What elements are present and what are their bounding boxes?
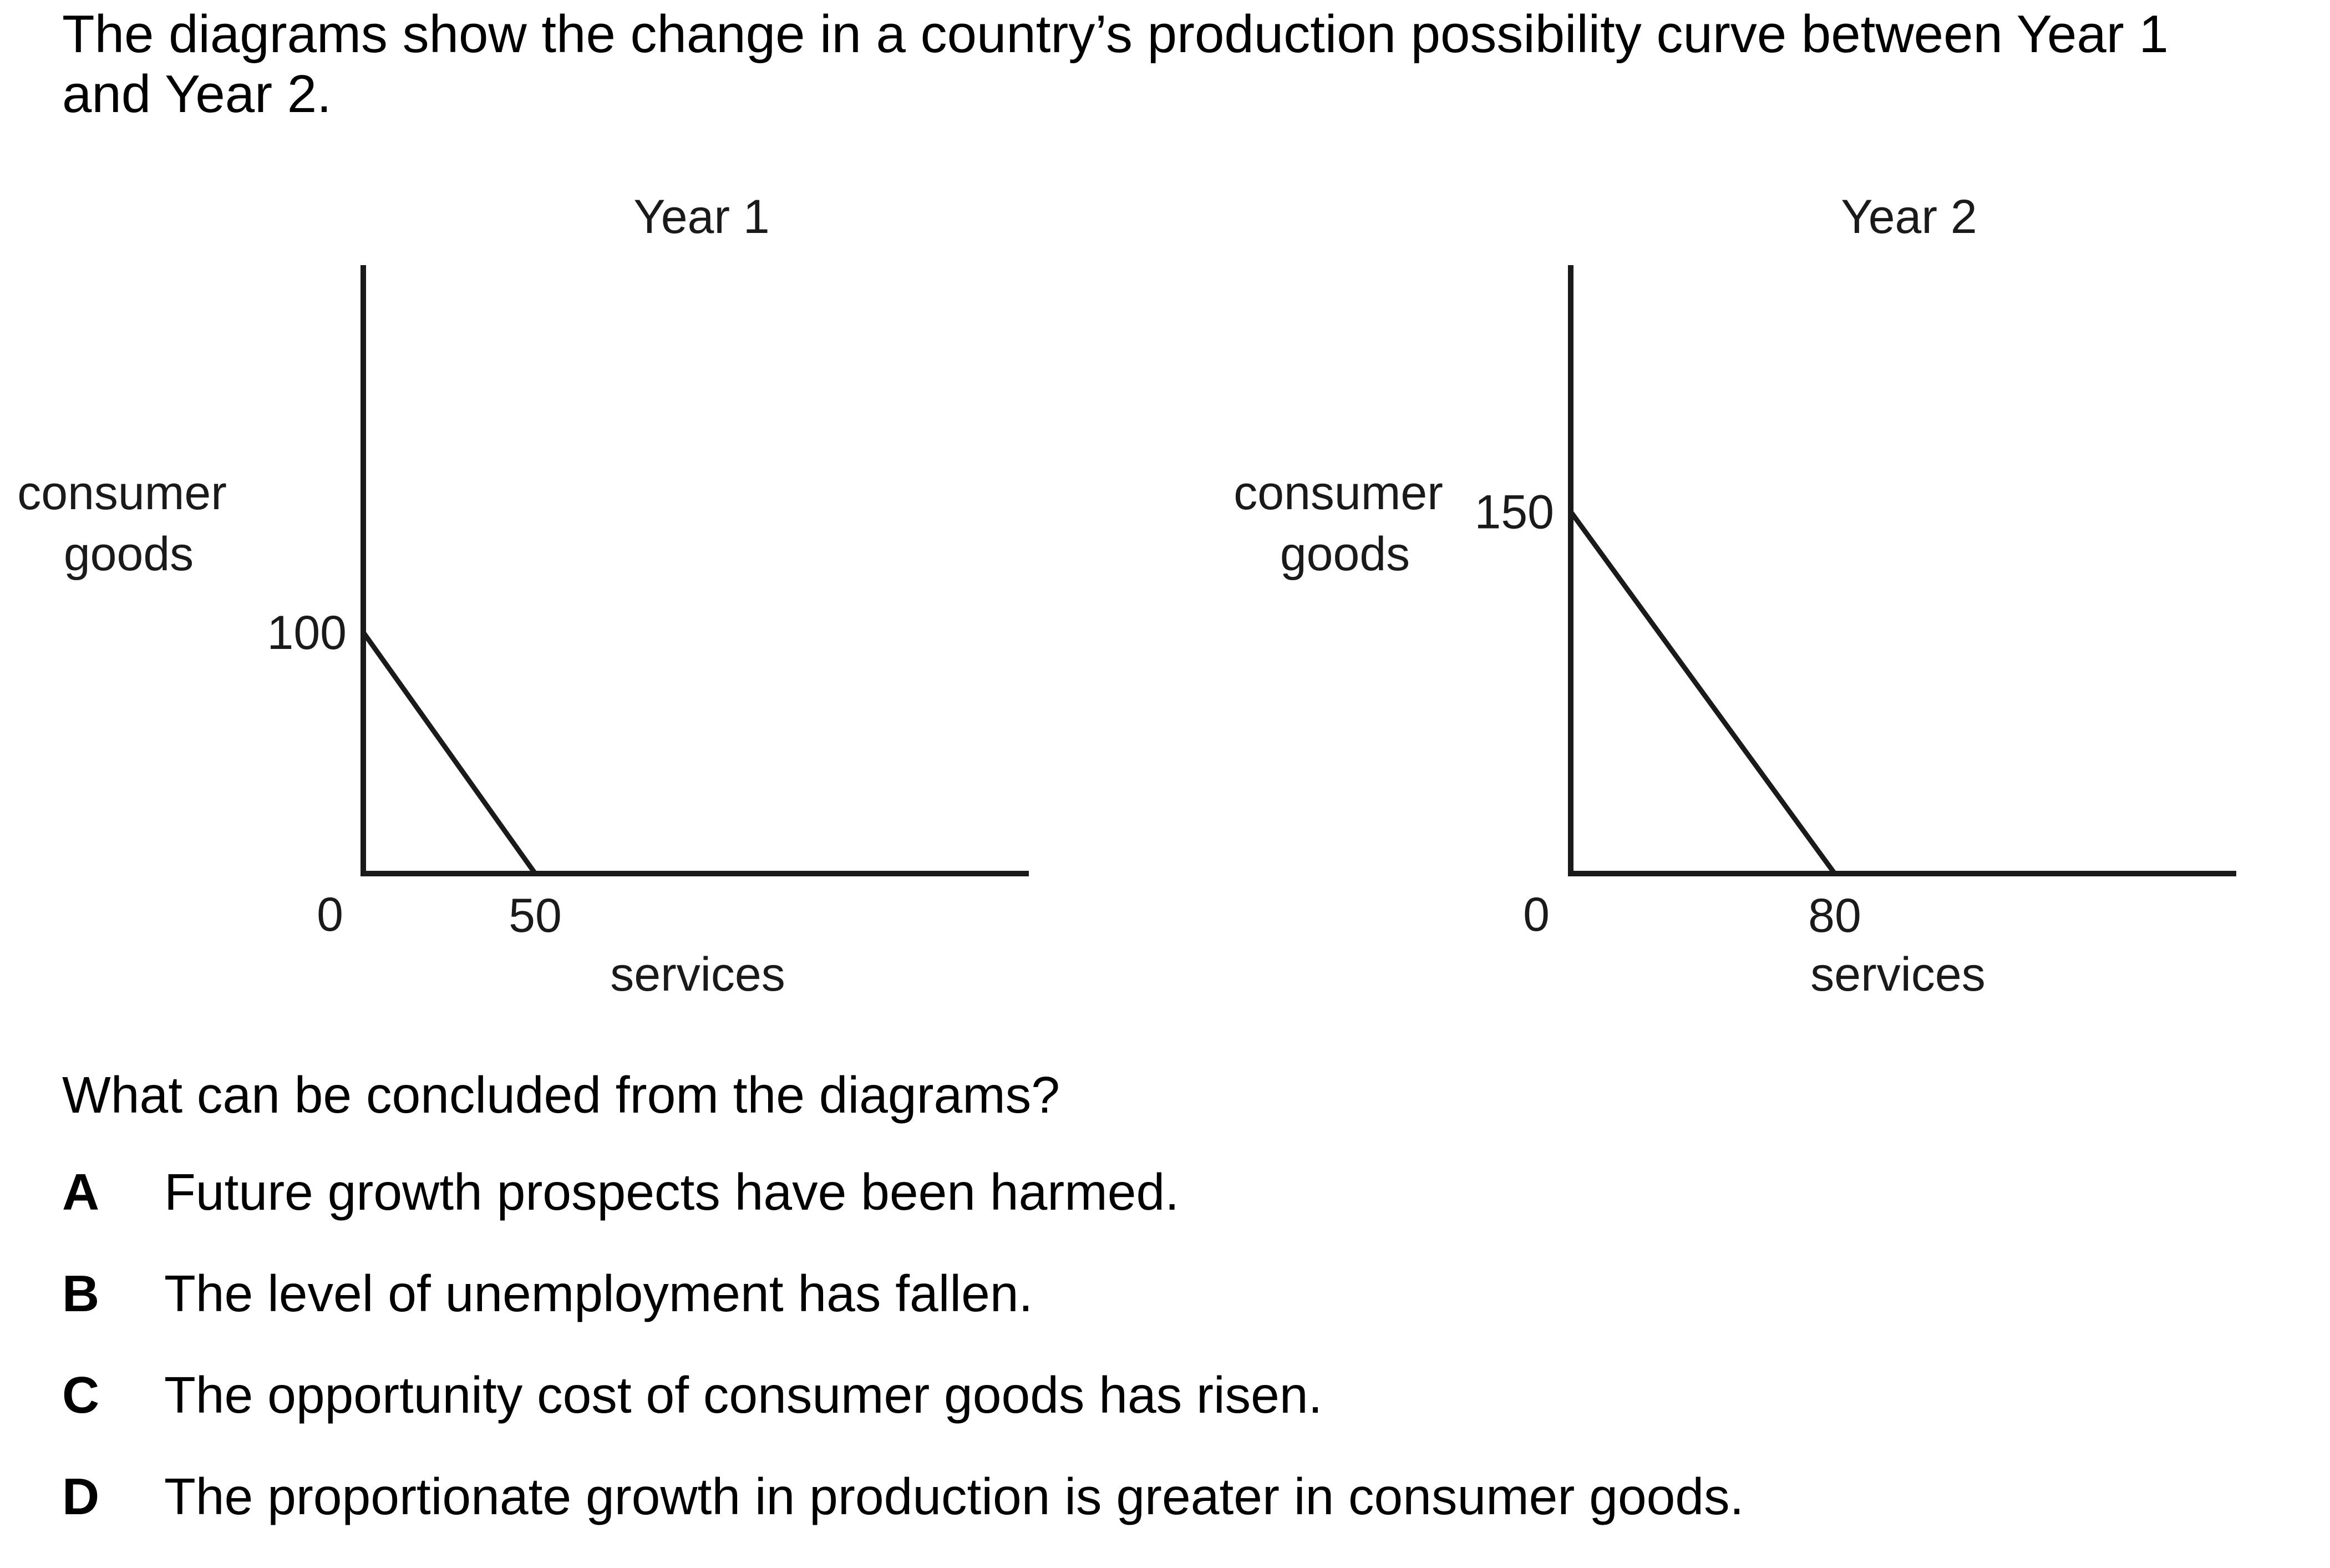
origin-label: 0 xyxy=(1523,888,1550,941)
y-axis-label: consumer goods xyxy=(1233,466,1456,581)
option-d[interactable]: D The proportionate growth in production… xyxy=(62,1466,1744,1568)
option-letter: A xyxy=(62,1163,100,1221)
option-text: The proportionate growth in production i… xyxy=(164,1468,1744,1525)
x-axis-label: services xyxy=(1810,948,1985,1001)
ppc-line xyxy=(1568,510,1837,875)
question-stem: The diagrams show the change in a countr… xyxy=(62,4,2169,124)
y-axis-label-line-2: goods xyxy=(64,527,194,581)
option-letter: B xyxy=(62,1265,100,1322)
option-letter: D xyxy=(62,1468,100,1525)
option-a[interactable]: A Future growth prospects have been harm… xyxy=(62,1162,1744,1263)
diagram-year-1: Year 1 consumer goods 100 50 0 services xyxy=(17,190,1029,1001)
y-axis-label-line-2: goods xyxy=(1280,527,1410,581)
diagram-title: Year 2 xyxy=(1841,190,1977,243)
y-axis-label-line-1: consumer xyxy=(17,466,227,520)
diagram-title: Year 1 xyxy=(633,190,770,243)
option-letter: C xyxy=(62,1366,100,1424)
diagram-year-2: Year 2 consumer goods 150 80 0 services xyxy=(1233,190,2236,1001)
option-c[interactable]: C The opportunity cost of consumer goods… xyxy=(62,1365,1744,1466)
question-prompt: What can be concluded from the diagrams? xyxy=(62,1066,1060,1124)
ppc-diagrams: Year 1 consumer goods 100 50 0 services … xyxy=(17,190,2236,1001)
answer-options: A Future growth prospects have been harm… xyxy=(62,1162,1744,1568)
option-text: Future growth prospects have been harmed… xyxy=(164,1163,1180,1221)
y-axis-label: consumer goods xyxy=(17,466,240,581)
ppc-line xyxy=(361,631,537,875)
origin-label: 0 xyxy=(317,888,343,941)
option-text: The opportunity cost of consumer goods h… xyxy=(164,1366,1323,1424)
x-axis-label: services xyxy=(610,948,785,1001)
x-intercept-label: 80 xyxy=(1808,889,1861,942)
y-intercept-label: 150 xyxy=(1475,486,1555,539)
x-intercept-label: 50 xyxy=(509,889,562,942)
option-b[interactable]: B The level of unemployment has fallen. xyxy=(62,1263,1744,1365)
y-intercept-label: 100 xyxy=(267,606,347,659)
y-axis-label-line-1: consumer xyxy=(1233,466,1443,520)
option-text: The level of unemployment has fallen. xyxy=(164,1265,1033,1322)
